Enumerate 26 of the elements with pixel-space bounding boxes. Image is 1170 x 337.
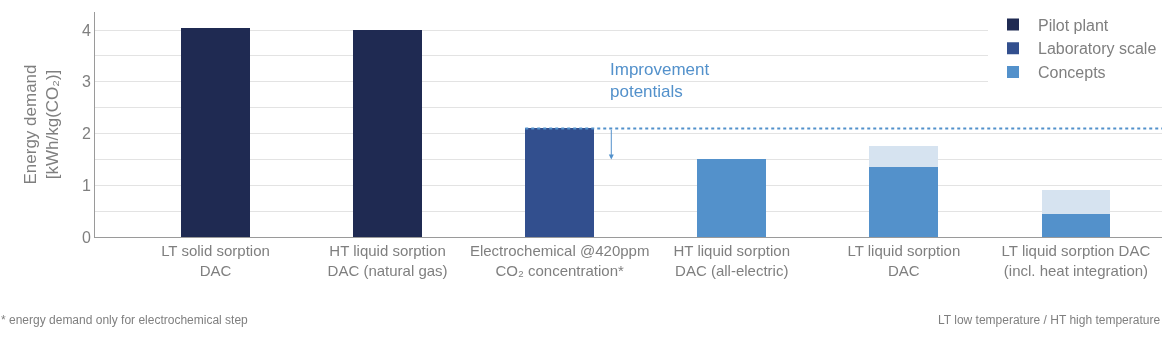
x-tick-label: HT liquid sorption DAC (all-electric) [673, 242, 790, 279]
text: LT low temperature / HT high temperature [938, 313, 1161, 327]
bar [353, 30, 422, 237]
bar [525, 128, 595, 237]
annotation: Improvement potentials [610, 60, 710, 102]
bar [1041, 190, 1111, 214]
bar [697, 159, 767, 237]
x-tick-label: LT liquid sorption DAC (incl. heat integration) [1001, 242, 1151, 279]
x-tick-label: LT solid sorption DAC [161, 242, 270, 279]
legend-label: Pilot plant [1038, 16, 1109, 34]
bar [869, 167, 939, 237]
legend-label: Concepts [1038, 64, 1106, 82]
bar [869, 146, 939, 168]
bar [1041, 213, 1111, 237]
x-tick-label: Electrochemical @420ppm CO₂ concentration* [469, 242, 650, 279]
y-tick-label: 0 [81, 228, 91, 246]
legend-label: Laboratory scale [1038, 40, 1157, 58]
y-axis-title: Energy demand [kWh/kg(CO₂)] [21, 64, 63, 185]
y-tick-label: 3 [81, 73, 91, 91]
bar [181, 27, 250, 237]
x-tick-label: HT liquid sorption DAC (natural gas) [327, 242, 448, 279]
y-tick-label: 2 [81, 125, 91, 143]
text: * energy demand only for electrochemical step [1, 313, 249, 327]
x-tick-label: LT liquid sorption DAC [847, 242, 961, 279]
y-tick-label: 4 [81, 21, 91, 39]
y-tick-label: 1 [81, 176, 91, 194]
